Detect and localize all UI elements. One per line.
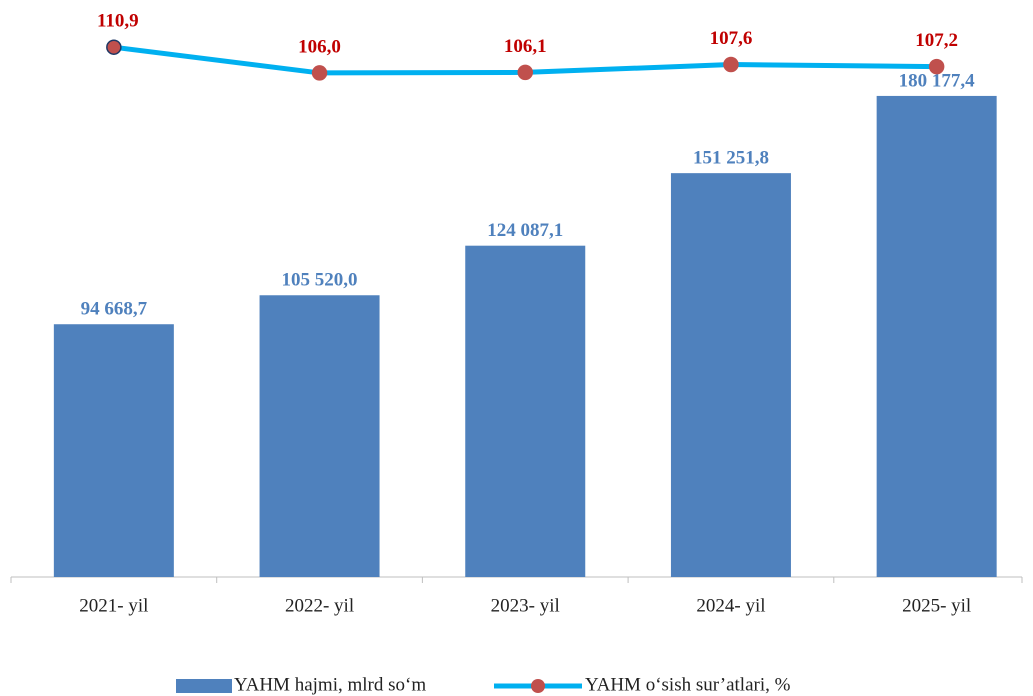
bar-value-label: 105 520,0	[282, 270, 358, 291]
x-tick-label: 2022- yil	[285, 595, 354, 616]
line-value-label: 106,1	[504, 36, 547, 57]
x-tick-label: 2021- yil	[79, 595, 148, 616]
line-marker	[928, 58, 945, 75]
bar	[876, 95, 997, 578]
legend-label: YAHM hajmi, mlrd so‘m	[234, 674, 426, 695]
line-value-label: 107,6	[710, 28, 753, 49]
line-marker	[106, 39, 122, 55]
bar	[465, 245, 586, 577]
bar-value-label: 180 177,4	[899, 70, 976, 91]
legend-label: YAHM o‘sish sur’atlari, %	[585, 674, 791, 695]
legend-swatch	[176, 679, 232, 693]
line-marker	[723, 56, 739, 73]
legend-marker	[531, 679, 545, 693]
bar-value-label: 124 087,1	[487, 220, 563, 241]
line-marker	[311, 65, 328, 81]
x-tick-label: 2024- yil	[696, 595, 765, 616]
bar	[670, 173, 791, 577]
line-marker	[517, 64, 533, 81]
bar-value-label: 94 668,7	[81, 299, 148, 320]
x-tick-label: 2023- yil	[491, 595, 560, 616]
line-value-label: 110,9	[97, 11, 139, 32]
bar-value-label: 151 251,8	[693, 148, 769, 169]
bar	[53, 324, 174, 577]
line-value-label: 107,2	[915, 30, 958, 51]
bar	[259, 295, 380, 577]
line-value-label: 106,0	[298, 36, 341, 57]
x-tick-label: 2025- yil	[902, 595, 971, 616]
